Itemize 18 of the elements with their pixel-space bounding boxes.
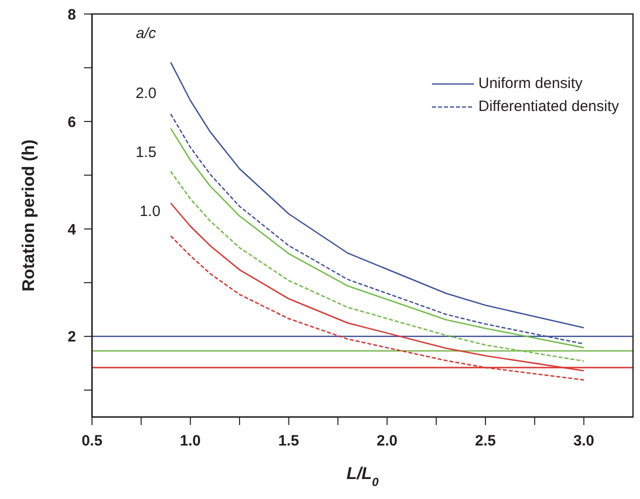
x-tick-label: 0.5 <box>82 432 102 450</box>
y-tick-label: 8 <box>68 6 76 24</box>
x-tick-label: 2.5 <box>475 432 496 450</box>
annotation: a/c <box>136 24 156 42</box>
y-axis-title: Rotation period (h) <box>19 139 38 292</box>
x-tick-label: 1.0 <box>180 432 201 450</box>
y-tick-label: 2 <box>68 328 76 346</box>
y-tick-label: 4 <box>68 221 77 238</box>
x-axis-title: L/L$_{0}$ <box>346 464 379 489</box>
annotation: 1.5 <box>136 144 156 161</box>
x-tick-label: 2.0 <box>376 432 398 450</box>
y-tick-label: 6 <box>68 114 76 131</box>
x-tick-label: 1.5 <box>278 432 300 450</box>
legend-label: Uniform density <box>478 74 583 94</box>
annotation: 2.0 <box>136 84 156 102</box>
x-tick-label: 3.0 <box>573 432 594 450</box>
legend-label: Differentiated density <box>478 97 619 117</box>
annotation: 1.0 <box>140 202 160 220</box>
